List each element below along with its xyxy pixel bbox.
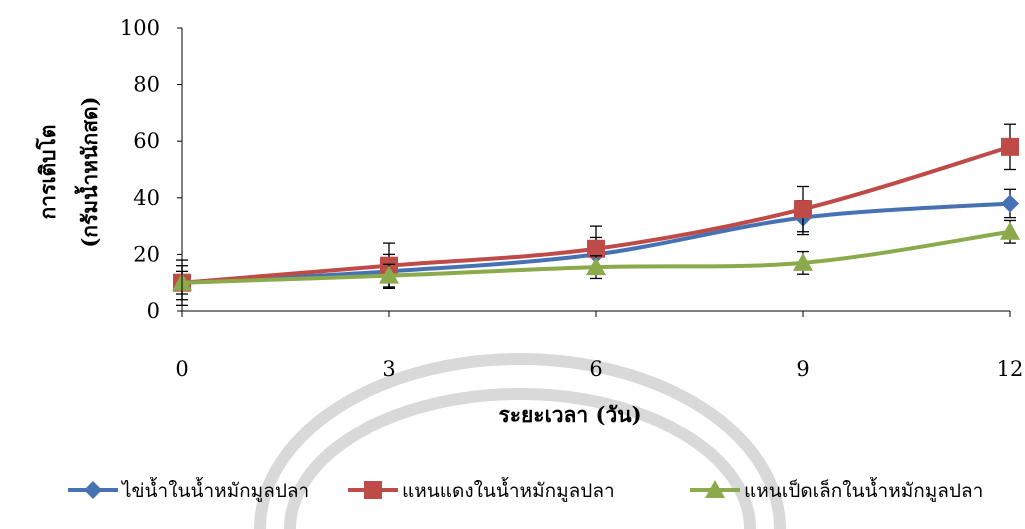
x-tick-label: 9 bbox=[796, 357, 809, 381]
data-point-marker bbox=[587, 240, 605, 258]
legend-marker-swatch bbox=[364, 481, 382, 499]
legend-item-2: แหนแดงในน้ำหมักมูลปลา bbox=[348, 477, 615, 502]
data-point-marker bbox=[1001, 194, 1019, 212]
x-axis-title: ระยะเวลา (วัน) bbox=[498, 402, 641, 427]
plot-area bbox=[172, 124, 1020, 305]
legend-label: ไข่น้ำในน้ำหมักมูลปลา bbox=[120, 477, 309, 502]
y-tick-label: 40 bbox=[133, 186, 160, 210]
data-point-marker bbox=[794, 200, 812, 218]
legend-label: แหนเป็ดเล็กในน้ำหมักมูลปลา bbox=[744, 477, 983, 502]
data-point-marker bbox=[1000, 222, 1020, 240]
x-tick-label: 3 bbox=[382, 357, 395, 381]
y-tick-label: 100 bbox=[120, 16, 160, 40]
decorative-watermark-arcs bbox=[260, 359, 780, 529]
x-tick-label: 0 bbox=[175, 357, 188, 381]
legend-item-1: ไข่น้ำในน้ำหมักมูลปลา bbox=[68, 477, 309, 502]
y-axis-title-line-1: การเติบโต bbox=[35, 125, 60, 220]
x-tick-label: 6 bbox=[589, 357, 602, 381]
y-axis-title-line-2: (กรัมน้ำหนักสด) bbox=[74, 96, 102, 247]
legend-label: แหนแดงในน้ำหมักมูลปลา bbox=[402, 477, 615, 502]
y-tick-label: 60 bbox=[133, 129, 160, 153]
y-tick-label: 20 bbox=[133, 242, 160, 266]
data-point-marker bbox=[1001, 138, 1019, 156]
y-tick-label: 0 bbox=[147, 299, 160, 323]
axes: 0 20 40 60 80 100 0 3 6 9 12 ระยะเวลา (วัน) การเติบโ… bbox=[35, 16, 1023, 427]
legend-marker-swatch bbox=[84, 481, 102, 499]
legend: ไข่น้ำในน้ำหมักมูลปลา แหนแดงในน้ำหมักมูลป… bbox=[68, 477, 983, 502]
x-tick-label: 12 bbox=[997, 357, 1024, 381]
y-tick-label: 80 bbox=[133, 73, 160, 97]
